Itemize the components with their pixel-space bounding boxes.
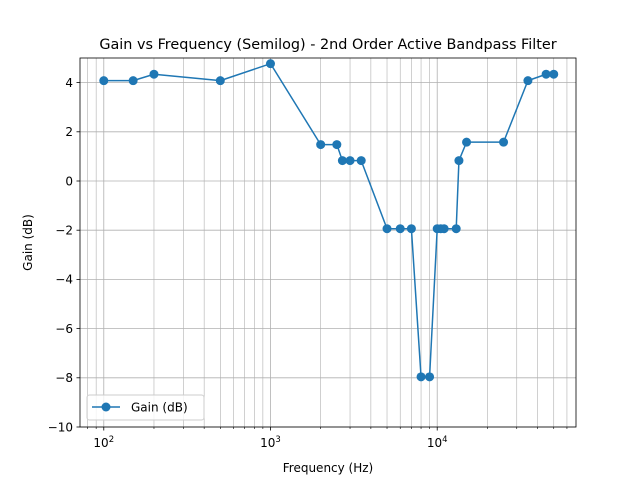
data-point [454, 156, 464, 166]
data-point [332, 140, 342, 150]
data-point [462, 137, 472, 147]
data-point [416, 372, 426, 382]
data-point [523, 76, 533, 86]
data-point [499, 137, 509, 147]
y-tick-label: 2 [65, 125, 73, 139]
series-layer [99, 59, 559, 382]
data-point [215, 76, 225, 86]
legend-box [86, 394, 205, 421]
plot-frame [79, 57, 577, 428]
y-tick-label: −6 [55, 322, 73, 336]
data-point [128, 76, 138, 86]
y-axis-label: Gain (dB) [21, 214, 35, 271]
x-tick-label: 103 [260, 435, 281, 450]
data-point [382, 224, 392, 234]
data-point [439, 224, 449, 234]
y-tick-label: −4 [55, 273, 73, 287]
legend-marker-swatch [101, 402, 111, 412]
data-point [265, 59, 275, 69]
data-point [425, 372, 435, 382]
legend: Gain (dB) [86, 394, 205, 421]
y-tick-label: 0 [65, 174, 73, 188]
data-point [149, 69, 159, 79]
x-axis-label: Frequency (Hz) [283, 461, 374, 475]
data-point [356, 156, 366, 166]
y-tick-label: −2 [55, 224, 73, 238]
data-point [316, 140, 326, 150]
y-tick-label: 4 [65, 76, 73, 90]
chart-title: Gain vs Frequency (Semilog) - 2nd Order … [99, 37, 556, 53]
x-tick-label: 102 [93, 435, 114, 450]
y-tick-label: −10 [48, 420, 73, 434]
data-point [337, 156, 347, 166]
data-point [345, 156, 355, 166]
tick-layer: 102 103 104 4 2 0 −2 −4 −6 −8 −10 [48, 76, 568, 450]
data-point [406, 224, 416, 234]
data-point [451, 224, 461, 234]
data-point [549, 69, 559, 79]
data-point [99, 76, 109, 86]
legend-entry-label: Gain (dB) [131, 401, 188, 415]
x-tick-label: 104 [427, 435, 448, 450]
y-tick-label: −8 [55, 371, 73, 385]
data-point [541, 69, 551, 79]
data-point [395, 224, 405, 234]
